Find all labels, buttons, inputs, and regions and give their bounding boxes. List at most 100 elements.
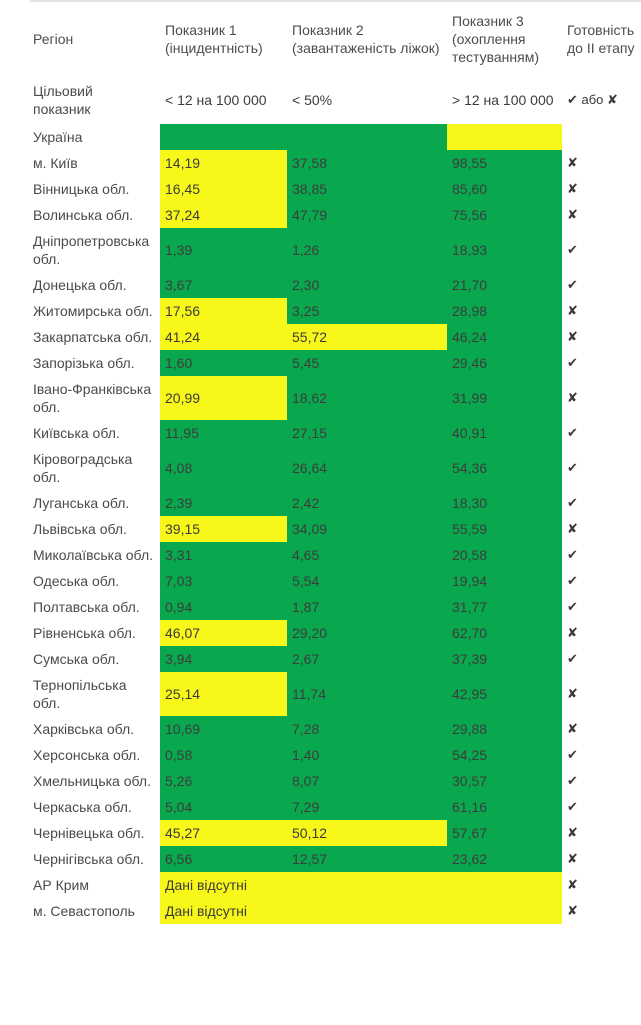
target-readiness-legend: ✔ або ✘ [567,92,618,107]
indicator2-cell: 34,09 [287,516,447,542]
col-header-region: Регіон [33,31,74,47]
indicator3-cell: 42,95 [447,672,562,716]
indicator3-cell: 29,88 [447,716,562,742]
readiness-mark: ✘ [567,903,578,918]
region-name: Одеська обл. [33,573,120,589]
indicator1-cell: 0,58 [160,742,287,768]
region-row: Сумська обл. 3,94 2,67 37,39 ✔ [30,646,641,672]
readiness-mark: ✘ [567,625,578,640]
region-name: Львівська обл. [33,521,127,537]
region-row: м. Севастополь Дані відсутні ✘ [30,898,641,924]
region-name: Україна [33,129,83,145]
readiness-mark: ✔ [567,651,578,666]
indicator2-cell: 50,12 [287,820,447,846]
indicator1-cell: 3,31 [160,542,287,568]
indicator3-cell: 75,56 [447,202,562,228]
indicator1-cell: 1,39 [160,228,287,272]
readiness-mark: ✘ [567,155,578,170]
indicator1-cell: 7,03 [160,568,287,594]
region-row: Чернігівська обл. 6,56 12,57 23,62 ✘ [30,846,641,872]
indicator2-cell: 2,30 [287,272,447,298]
indicator1-cell: 4,08 [160,446,287,490]
indicator1-cell [160,124,287,150]
col-header-indicator2: Показник 2 (завантаженість ліжок) [292,22,440,56]
indicator1-cell: 37,24 [160,202,287,228]
region-row: Луганська обл. 2,39 2,42 18,30 ✔ [30,490,641,516]
region-name: АР Крим [33,877,89,893]
region-row: Донецька обл. 3,67 2,30 21,70 ✔ [30,272,641,298]
indicator3-cell: 28,98 [447,298,562,324]
readiness-mark: ✔ [567,547,578,562]
indicator1-cell: 5,04 [160,794,287,820]
region-name: Тернопільська обл. [33,677,127,711]
indicator1-cell: 6,56 [160,846,287,872]
readiness-mark: ✔ [567,355,578,370]
readiness-mark: ✔ [567,599,578,614]
readiness-mark: ✘ [567,851,578,866]
region-row: Житомирська обл. 17,56 3,25 28,98 ✘ [30,298,641,324]
table-body: Україна м. Київ 14,19 37,58 98,55 ✘ Вінницька … [30,124,641,924]
indicator3-cell: 61,16 [447,794,562,820]
no-data-cell: Дані відсутні [160,872,562,898]
readiness-mark: ✘ [567,825,578,840]
region-row: Хмельницька обл. 5,26 8,07 30,57 ✔ [30,768,641,794]
region-name: Чернівецька обл. [33,825,145,841]
region-row: Волинська обл. 37,24 47,79 75,56 ✘ [30,202,641,228]
region-row: Україна [30,124,641,150]
indicator2-cell: 37,58 [287,150,447,176]
indicator2-cell [287,124,447,150]
target-row: Цільовий показник < 12 на 100 000 < 50% … [30,76,641,124]
indicator3-cell: 46,24 [447,324,562,350]
col-header-readiness: Готовність до II етапу [567,22,635,56]
indicator3-cell: 31,77 [447,594,562,620]
indicator2-cell: 4,65 [287,542,447,568]
region-row: Одеська обл. 7,03 5,54 19,94 ✔ [30,568,641,594]
readiness-mark: ✘ [567,181,578,196]
target-indicator3: > 12 на 100 000 [452,92,554,108]
region-row: Закарпатська обл. 41,24 55,72 46,24 ✘ [30,324,641,350]
region-name: Луганська обл. [33,495,130,511]
indicator1-cell: 0,94 [160,594,287,620]
indicator2-cell: 7,29 [287,794,447,820]
indicator1-cell: 11,95 [160,420,287,446]
region-row: Київська обл. 11,95 27,15 40,91 ✔ [30,420,641,446]
indicator1-cell: 5,26 [160,768,287,794]
region-row: м. Київ 14,19 37,58 98,55 ✘ [30,150,641,176]
region-row: Львівська обл. 39,15 34,09 55,59 ✘ [30,516,641,542]
indicator2-cell: 38,85 [287,176,447,202]
region-row: Чернівецька обл. 45,27 50,12 57,67 ✘ [30,820,641,846]
indicator2-cell: 8,07 [287,768,447,794]
indicator3-cell: 20,58 [447,542,562,568]
readiness-mark: ✘ [567,207,578,222]
region-row: Черкаська обл. 5,04 7,29 61,16 ✔ [30,794,641,820]
indicator2-cell: 55,72 [287,324,447,350]
region-name: Рівненська обл. [33,625,136,641]
readiness-mark: ✘ [567,329,578,344]
indicator1-cell: 17,56 [160,298,287,324]
region-name: Запорізька обл. [33,355,135,371]
readiness-mark: ✔ [567,495,578,510]
region-row: АР Крим Дані відсутні ✘ [30,872,641,898]
readiness-mark: ✘ [567,686,578,701]
region-name: Донецька обл. [33,277,127,293]
readiness-mark: ✔ [567,277,578,292]
table-head: Регіон Показник 1 (інцидентність) Показн… [30,1,641,124]
indicator3-cell: 57,67 [447,820,562,846]
readiness-mark: ✔ [567,425,578,440]
indicator2-cell: 26,64 [287,446,447,490]
region-name: Закарпатська обл. [33,329,153,345]
target-row-label: Цільовий показник [30,76,160,124]
indicator3-cell: 23,62 [447,846,562,872]
col-header-indicator3: Показник 3 (охоплення тестуванням) [452,13,540,65]
indicator3-cell: 85,60 [447,176,562,202]
readiness-mark: ✔ [567,573,578,588]
indicator3-cell: 40,91 [447,420,562,446]
region-row: Полтавська обл. 0,94 1,87 31,77 ✔ [30,594,641,620]
indicator1-cell: 3,94 [160,646,287,672]
readiness-mark: ✔ [567,773,578,788]
regions-readiness-table: Регіон Показник 1 (інцидентність) Показн… [30,0,641,924]
indicator2-cell: 5,45 [287,350,447,376]
indicator1-cell: 14,19 [160,150,287,176]
indicator3-cell: 30,57 [447,768,562,794]
readiness-mark: ✔ [567,242,578,257]
